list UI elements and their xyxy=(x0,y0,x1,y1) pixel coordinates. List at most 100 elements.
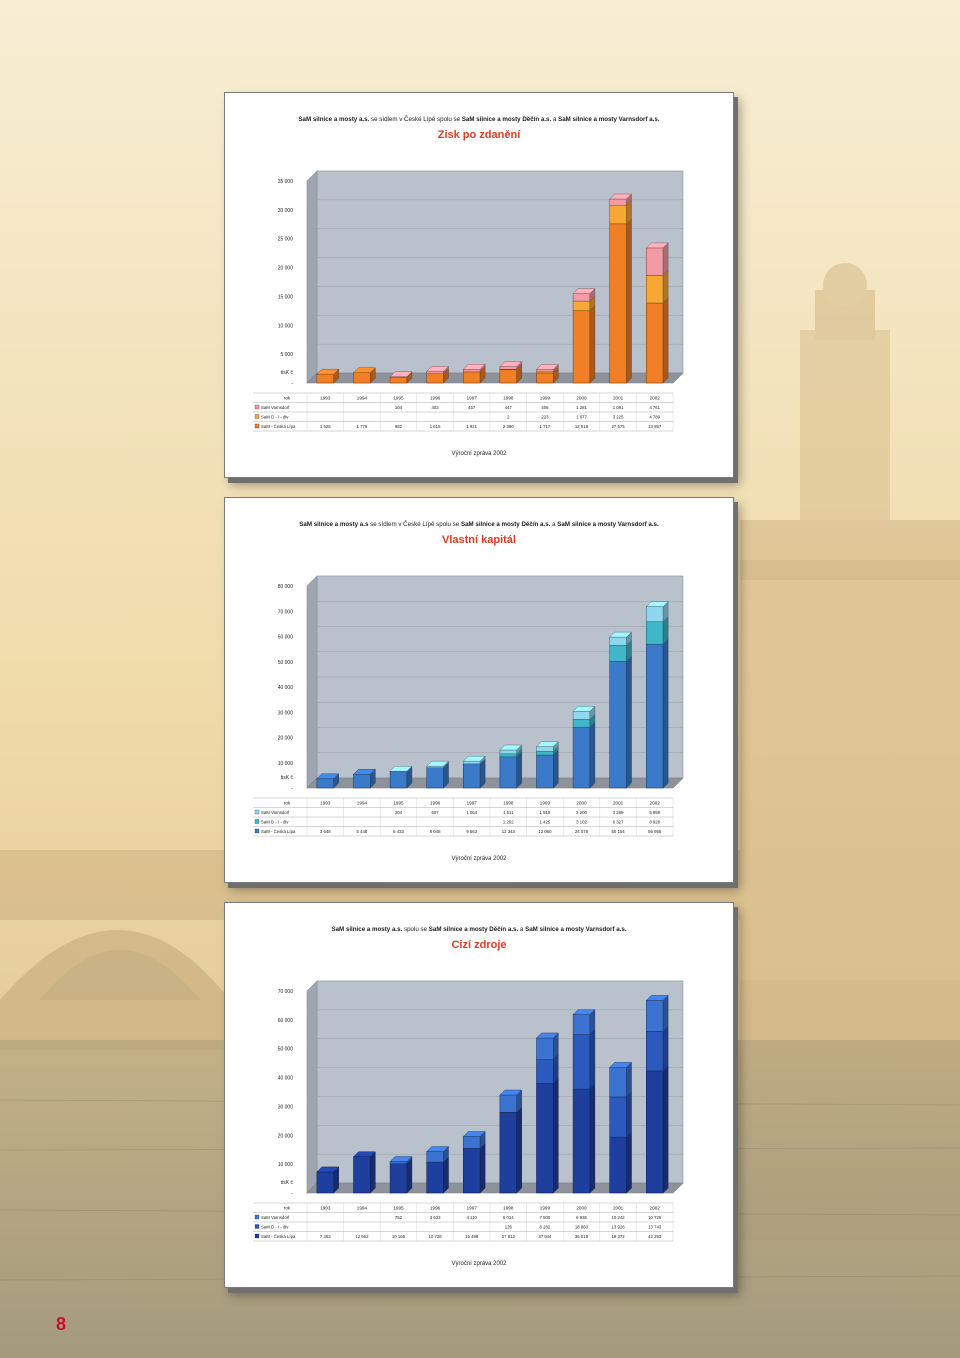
bar-segment xyxy=(463,1148,481,1194)
gridline-side xyxy=(306,727,318,738)
bar-segment xyxy=(499,753,517,758)
y-tick-label: 60 000 xyxy=(278,635,294,641)
bar-segment xyxy=(426,373,444,384)
bar-segment-side xyxy=(553,749,559,789)
data-label: 1 281 xyxy=(576,405,587,410)
gridline-side xyxy=(306,257,318,268)
bar-segment xyxy=(499,366,517,370)
bar-segment-side xyxy=(406,1158,413,1194)
data-label: 15 488 xyxy=(465,1234,479,1239)
y-axis-unit-label: tisK č xyxy=(281,370,294,376)
bar-segment xyxy=(463,371,481,384)
bar-top xyxy=(389,1156,413,1162)
data-label: 3 200 xyxy=(576,810,587,815)
bar-top xyxy=(426,760,450,767)
bar-segment xyxy=(646,275,664,304)
gridline-side xyxy=(306,1067,318,1078)
gridline-side xyxy=(306,651,318,662)
x-tick-label: 2001 xyxy=(613,396,624,401)
data-label: 6 327 xyxy=(613,820,624,825)
bar-segment xyxy=(609,636,627,646)
bar-segment xyxy=(353,1156,371,1194)
y-tick-label: 80 000 xyxy=(278,584,294,590)
bar-top xyxy=(316,1166,340,1173)
bar-segment xyxy=(536,751,554,756)
bar-segment xyxy=(609,645,627,662)
bar-segment-side xyxy=(589,1029,596,1090)
data-label: 6 936 xyxy=(576,1215,587,1220)
company-name-decin: SaM silnice a mosty Děčín a.s. xyxy=(462,116,552,123)
chart-company-line: SaM silnice a mosty a.s. spolu se SaM si… xyxy=(331,926,626,933)
bar-top xyxy=(572,288,596,294)
y-tick-label: 70 000 xyxy=(278,609,294,615)
data-label: 10 728 xyxy=(429,1234,443,1239)
bar-top xyxy=(352,367,376,373)
bar-segment xyxy=(499,756,517,789)
bar-top xyxy=(389,371,413,377)
bar-segment xyxy=(463,760,481,765)
bar-top xyxy=(389,766,413,772)
data-label: 27 812 xyxy=(502,1234,516,1239)
bar-segment xyxy=(646,302,664,384)
x-tick-label: 1995 xyxy=(393,396,404,401)
data-label: 27 575 xyxy=(612,424,626,429)
gridline-side xyxy=(306,676,318,688)
company-name-varnsdorf: SaM silnice a mosty Varnsdorf a.s. xyxy=(525,926,627,933)
x-tick-label: 1996 xyxy=(430,1206,441,1211)
x-tick-label: 2002 xyxy=(650,1206,661,1211)
chart-footer: Výroční zpráva 2002 xyxy=(451,856,507,862)
bar-segment xyxy=(609,661,627,789)
data-label: 403 xyxy=(432,405,440,410)
data-label: 457 xyxy=(468,405,476,410)
data-label: 24 078 xyxy=(575,829,589,834)
legend-swatch xyxy=(254,404,260,410)
data-label: 13 926 xyxy=(612,1225,626,1230)
bar-segment-side xyxy=(626,1091,632,1138)
gridline-side xyxy=(306,626,318,637)
bar-segment-side xyxy=(589,1083,596,1194)
y-tick-label: 30 000 xyxy=(278,710,294,716)
y-tick-label: 30 000 xyxy=(278,208,294,214)
legend-entry: SaM Varnsdorf xyxy=(261,405,290,410)
bar-segment-side xyxy=(662,994,669,1032)
data-label: 7 500 xyxy=(540,1215,551,1220)
data-label: 10 726 xyxy=(648,1215,662,1220)
y-tick-label: 30 000 xyxy=(278,1104,294,1110)
company-name-main: SaM silnice a mosty a.s. xyxy=(298,116,369,123)
chart-card-vlastni-kapital: SaM silnice a mosty a.s se sídlem v Česk… xyxy=(224,497,734,883)
data-label: 12 343 xyxy=(502,829,516,834)
x-tick-label: 2001 xyxy=(613,801,624,806)
bar-segment-side xyxy=(626,218,632,384)
bar-segment xyxy=(646,606,664,622)
data-label: 6 433 xyxy=(393,829,404,834)
bar-segment-side xyxy=(553,1078,559,1194)
data-label: 36 019 xyxy=(575,1234,589,1239)
bar-segment-side xyxy=(443,1156,449,1194)
chart-svg: SaM silnice a mosty a.s se sídlem v Česk… xyxy=(253,521,684,862)
legend-entry: SaM D - í - div xyxy=(261,820,289,825)
x-tick-label: 1996 xyxy=(430,396,441,401)
data-label: 50 154 xyxy=(612,829,626,834)
bar-segment xyxy=(572,719,591,728)
bar-segment xyxy=(536,372,554,384)
bar-top xyxy=(645,995,669,1001)
data-label: 204 xyxy=(395,810,403,815)
x-tick-label: 2000 xyxy=(576,396,587,401)
legend-entry: SaM D - í - div xyxy=(261,415,289,420)
bar-segment xyxy=(646,643,664,789)
bar-top xyxy=(499,1089,523,1096)
bar-segment-side xyxy=(662,1065,669,1194)
data-label: 4 761 xyxy=(649,405,660,410)
data-label: 607 xyxy=(432,810,440,815)
bar-segment xyxy=(536,746,554,752)
company-connector: spolu se xyxy=(402,926,428,933)
table-row-header: rok xyxy=(284,1206,291,1211)
gridline-side xyxy=(306,1009,318,1021)
data-label: 12 562 xyxy=(355,1234,369,1239)
data-label: 5 959 xyxy=(649,810,660,815)
bar-top xyxy=(352,1151,376,1157)
bar-segment xyxy=(572,726,591,789)
y-tick-label: 10 000 xyxy=(278,323,294,329)
bar-segment-side xyxy=(626,655,632,789)
bar-segment xyxy=(426,1151,444,1163)
